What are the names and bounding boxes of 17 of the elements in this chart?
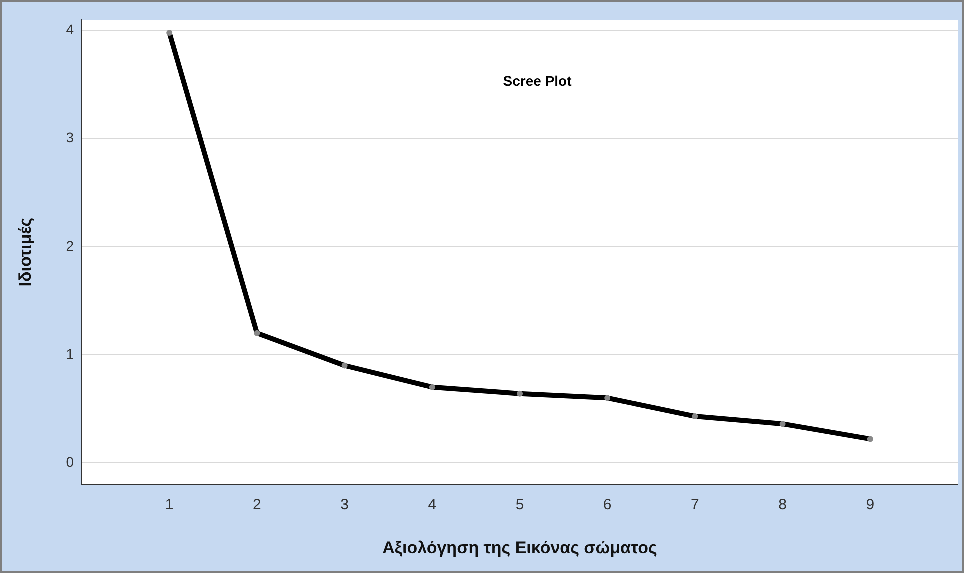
x-tick-label: 3 [340, 496, 349, 514]
x-tick-label: 8 [778, 496, 787, 514]
x-axis-title: Αξιολόγηση της Εικόνας σώματος [382, 538, 658, 558]
y-tick-label: 1 [66, 346, 74, 362]
y-tick-label: 2 [66, 238, 74, 254]
y-tick-label: 3 [66, 130, 74, 146]
x-tick-label: 2 [253, 496, 262, 514]
x-tick-label: 4 [428, 496, 437, 514]
x-tick-label: 6 [603, 496, 612, 514]
text: Scree Plot [503, 72, 572, 89]
x-tick-label: 5 [516, 496, 524, 514]
y-tick-label: 0 [66, 454, 74, 470]
y-axis-title: Ιδιοτιμές [16, 218, 35, 287]
x-tick-label: 1 [165, 496, 174, 514]
x-tick-label: 9 [866, 496, 875, 514]
x-tick-label: 7 [691, 496, 700, 514]
y-tick-label: 4 [66, 22, 74, 38]
